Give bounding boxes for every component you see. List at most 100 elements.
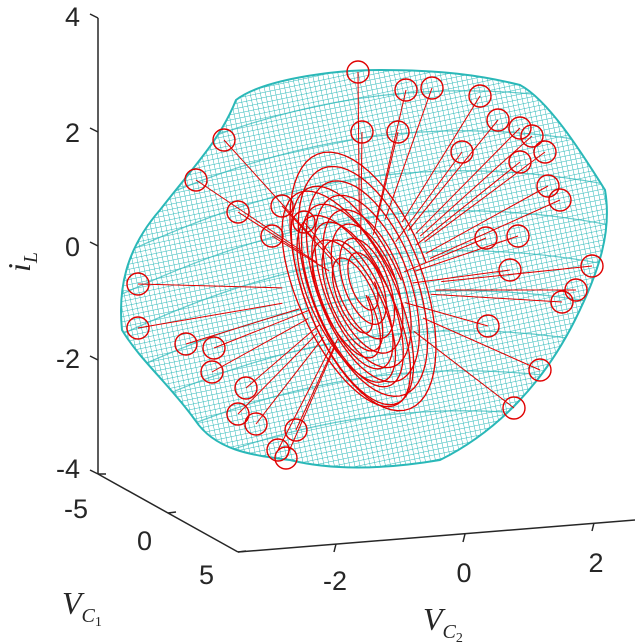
- trajectory-connector: [413, 330, 515, 409]
- initial-point-marker: [212, 128, 236, 152]
- trajectory-connector: [429, 199, 561, 259]
- x-tick-mark: [167, 511, 177, 514]
- z-axis-label: iL: [1, 252, 42, 272]
- initial-point-marker: [284, 418, 308, 442]
- initial-point-marker: [533, 140, 557, 164]
- trajectory-connector: [211, 318, 309, 373]
- trajectory-connector: [285, 348, 335, 459]
- initial-point-marker: [506, 224, 530, 248]
- initial-point-marker: [420, 76, 444, 100]
- trajectory-connector: [237, 211, 318, 264]
- z-tick-label: 4: [65, 2, 80, 32]
- trajectory-connector: [295, 338, 339, 431]
- initial-points-series: [126, 60, 604, 470]
- initial-point-marker: [260, 224, 284, 248]
- trajectory-line: [290, 185, 415, 406]
- z-tick-mark: [89, 13, 99, 19]
- svg-text:VC2: VC2: [423, 601, 463, 642]
- initial-point-marker: [528, 358, 552, 382]
- y-tick-label: 0: [456, 558, 471, 588]
- initial-point-marker: [226, 200, 250, 224]
- mesh-contour-line: [120, 330, 607, 416]
- initial-point-marker: [350, 120, 374, 144]
- trajectory-line: [289, 151, 437, 412]
- mesh-surface: [119, 68, 608, 469]
- trajectory-connector: [422, 317, 541, 371]
- initial-point-marker: [536, 174, 560, 198]
- initial-point-marker: [498, 258, 522, 282]
- x-axis-label: VC1: [62, 585, 102, 630]
- trajectory-connector: [407, 119, 499, 231]
- trajectory-connector: [395, 151, 463, 242]
- svg-text:iL: iL: [1, 252, 42, 272]
- initial-point-marker: [476, 314, 500, 338]
- initial-point-marker: [450, 140, 474, 164]
- trajectory-connector: [384, 87, 433, 220]
- initial-point-marker: [508, 116, 532, 140]
- x-tick-mark: [237, 550, 247, 553]
- initial-point-marker: [200, 360, 224, 384]
- trajectory-connector: [360, 131, 363, 235]
- z-tick-mark: [89, 241, 99, 247]
- y-axis-label: VC2: [423, 601, 463, 642]
- initial-point-marker: [468, 84, 492, 108]
- initial-point-marker: [346, 60, 370, 84]
- trajectory-connector: [195, 179, 303, 252]
- initial-point-marker: [174, 332, 198, 356]
- initial-point-marker: [266, 438, 290, 462]
- trajectory-connector: [441, 265, 593, 283]
- trajectory-connector: [137, 302, 283, 329]
- initial-point-marker: [126, 272, 150, 296]
- initial-point-marker: [548, 188, 572, 212]
- y-tick-mark: [462, 533, 466, 543]
- trajectory-connector: [223, 139, 313, 238]
- trajectory-connector: [185, 308, 300, 345]
- initial-point-marker: [486, 108, 510, 132]
- y-axis-ticks: -2 0 2: [323, 522, 604, 596]
- z-tick-label: -2: [56, 344, 80, 374]
- trajectory-connector: [255, 336, 324, 425]
- initial-point-marker: [274, 446, 298, 470]
- y-tick-label: 2: [588, 548, 603, 578]
- trajectory-connector: [415, 161, 521, 246]
- initial-point-marker: [474, 226, 498, 250]
- initial-point-marker: [202, 336, 226, 360]
- z-tick-mark: [89, 127, 99, 133]
- trajectory-connector: [375, 89, 407, 221]
- y-axis-line: [237, 519, 635, 553]
- z-tick-mark: [89, 469, 99, 475]
- trajectory-connector: [415, 235, 519, 272]
- svg-text:VC1: VC1: [62, 585, 102, 630]
- z-tick-mark: [89, 355, 99, 361]
- initial-point-marker: [270, 194, 294, 218]
- x-axis-ticks: -5 0 5: [64, 473, 247, 590]
- initial-point-marker: [234, 376, 258, 400]
- trajectory-connector: [237, 333, 318, 415]
- y-tick-label: -2: [323, 566, 347, 596]
- x-tick-label: 5: [199, 560, 214, 590]
- z-tick-label: 2: [65, 118, 80, 148]
- z-tick-label: 0: [65, 232, 80, 262]
- y-tick-mark: [591, 522, 595, 532]
- trajectory-connector: [425, 185, 549, 255]
- initial-point-marker: [292, 210, 316, 234]
- initial-point-marker: [184, 168, 208, 192]
- trajectory-connector: [303, 221, 341, 267]
- trajectory-connector: [213, 309, 310, 349]
- initial-point-marker: [226, 402, 250, 426]
- trajectory-connector: [245, 323, 321, 389]
- trajectory-connector: [401, 95, 481, 223]
- z-axis-ticks: 4 2 0 -2 -4: [56, 2, 99, 484]
- initial-point-marker: [386, 120, 410, 144]
- initial-point-marker: [564, 278, 588, 302]
- mesh-contour-line: [120, 170, 607, 256]
- initial-point-marker: [502, 396, 526, 420]
- initial-point-marker: [394, 78, 418, 102]
- initial-point-marker: [580, 254, 604, 278]
- initial-point-marker: [508, 150, 532, 174]
- trajectory-connector: [430, 293, 563, 303]
- trajectory-connector: [137, 283, 283, 289]
- initial-point-marker: [244, 412, 268, 436]
